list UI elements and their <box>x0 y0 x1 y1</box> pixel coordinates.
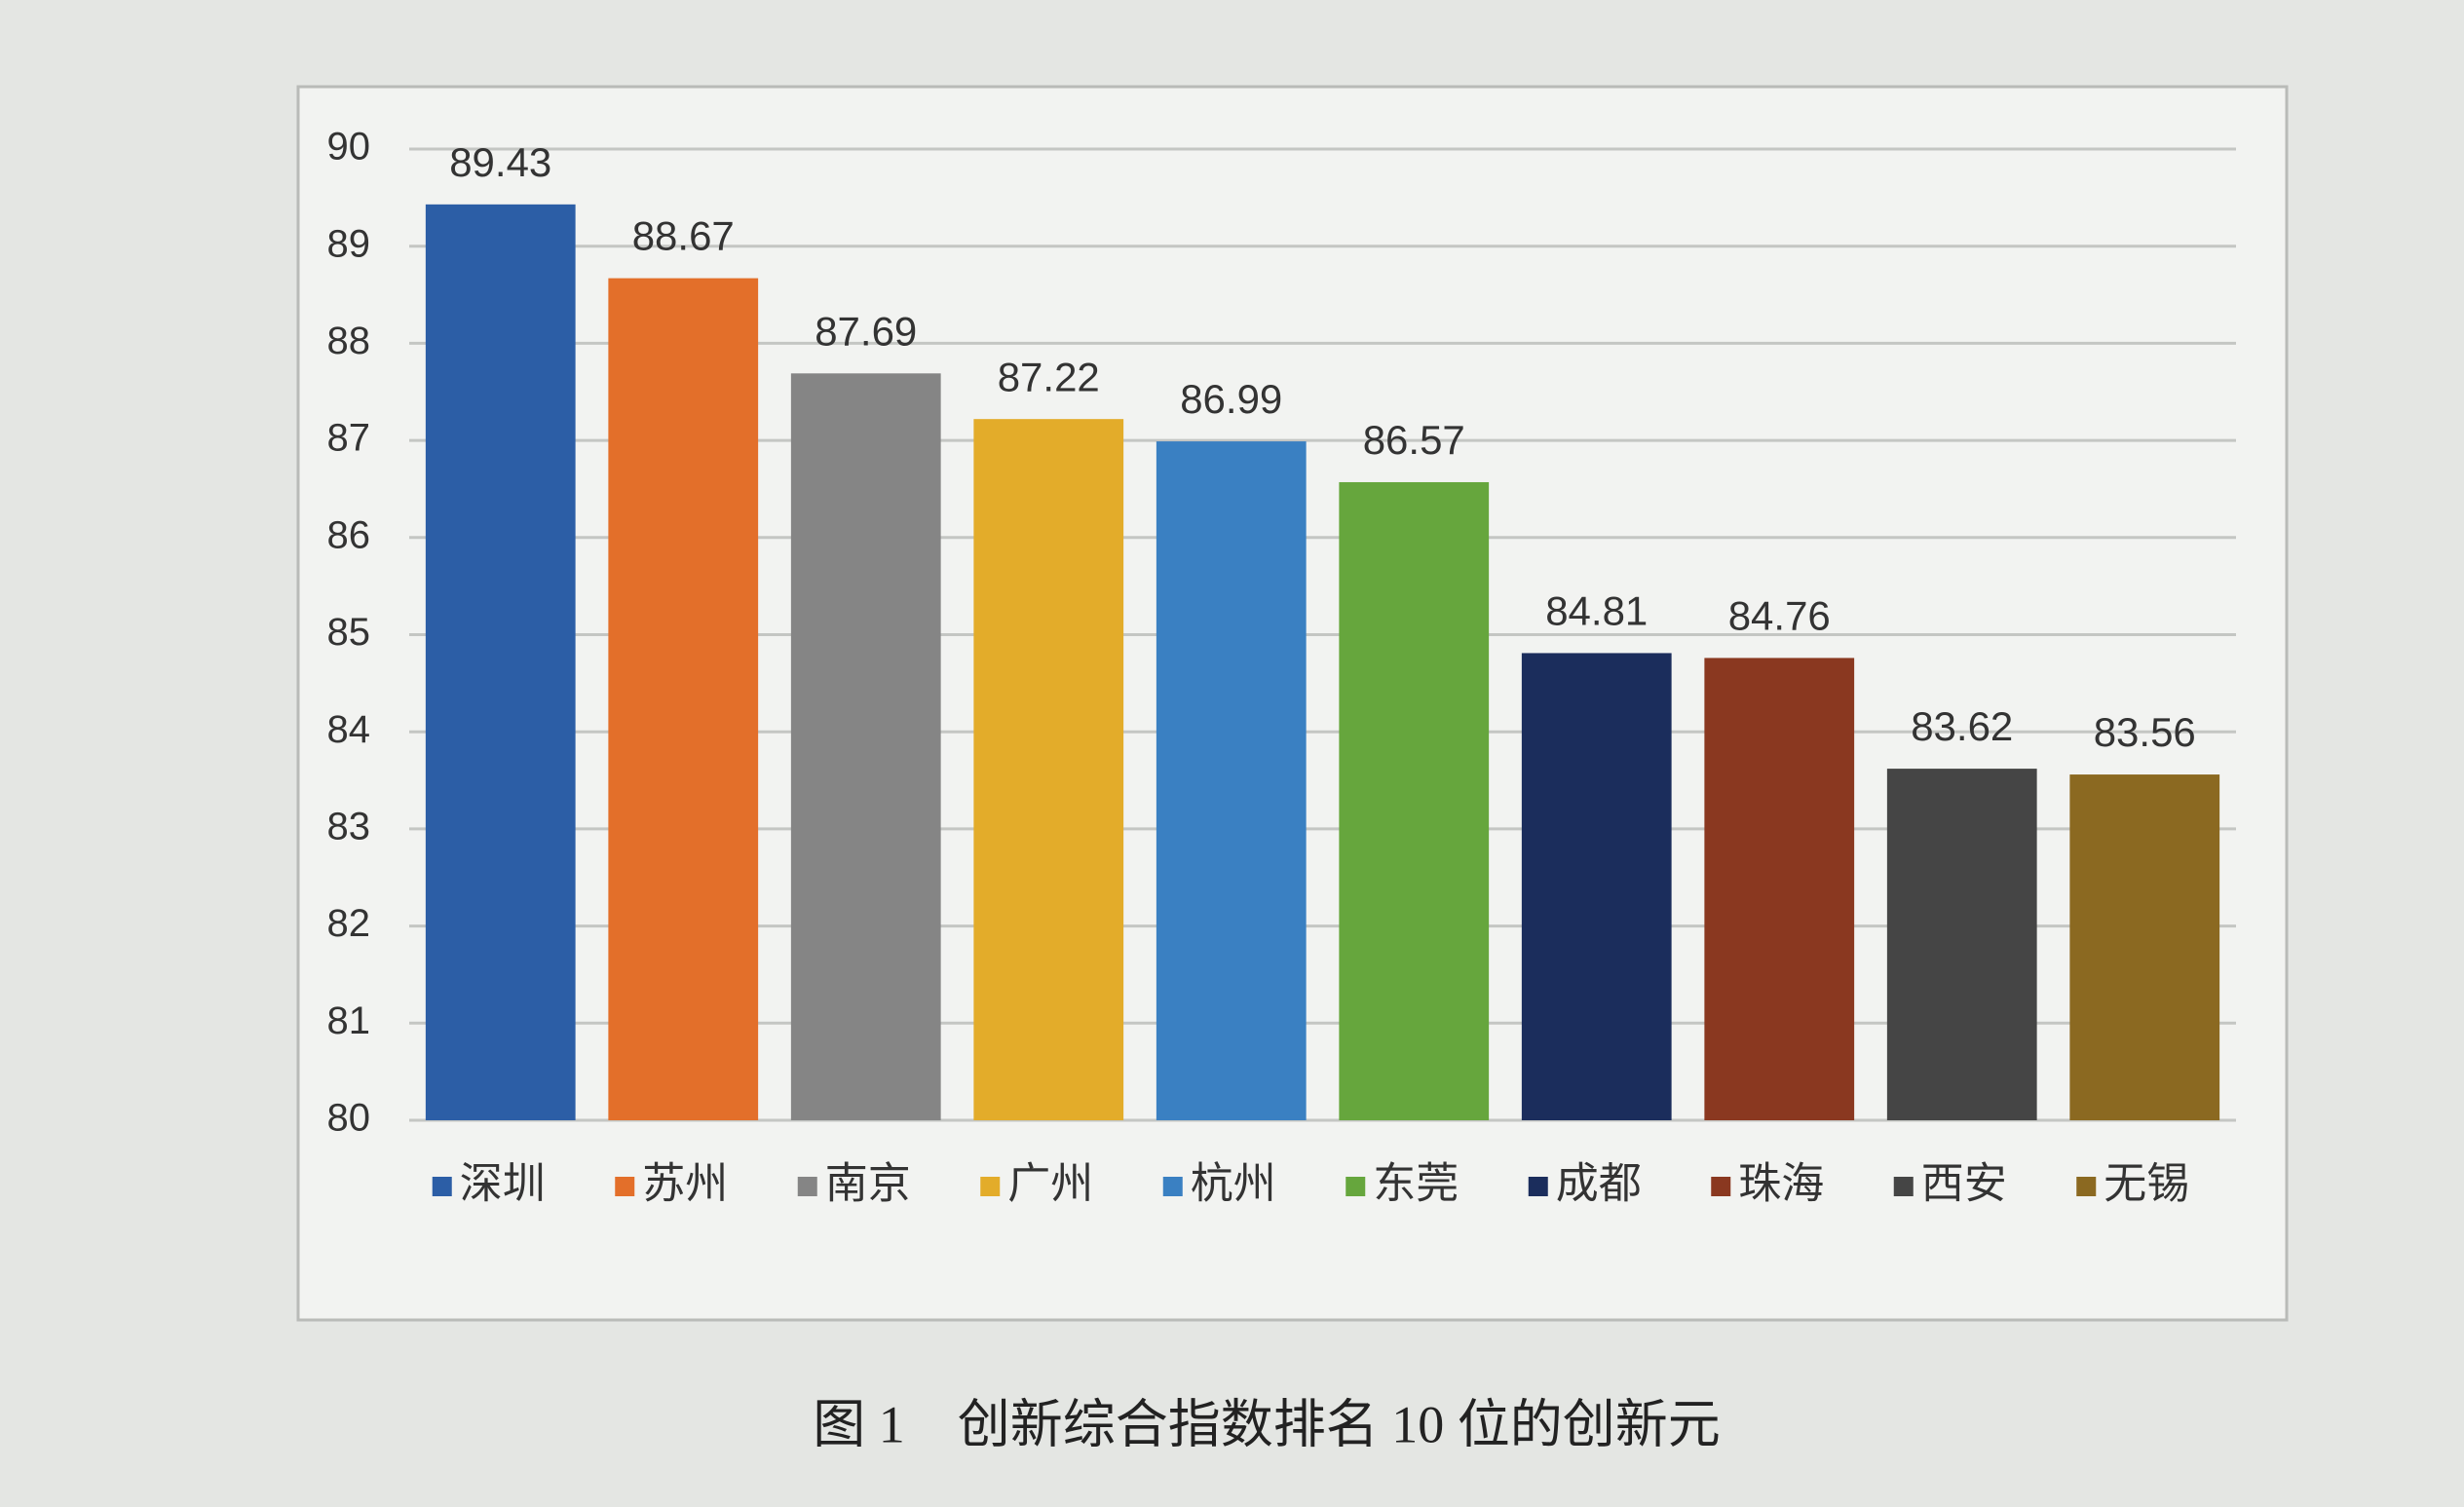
y-tick-label: 89 <box>327 222 371 265</box>
bar <box>425 204 576 1121</box>
bar <box>973 419 1124 1120</box>
value-label: 83.62 <box>1911 703 2013 749</box>
chart-title: 图 1 创新综合指数排名 10 位的创新元 <box>813 1395 1721 1453</box>
value-label: 87.69 <box>815 308 917 354</box>
legend-label: 东莞 <box>1373 1160 1459 1208</box>
bar <box>1886 769 2037 1120</box>
y-tick-label: 82 <box>327 902 371 945</box>
y-tick-label: 81 <box>327 999 371 1042</box>
y-tick-label: 85 <box>327 611 371 654</box>
y-tick-label: 84 <box>327 708 371 751</box>
value-label: 86.99 <box>1180 376 1282 422</box>
value-label: 86.57 <box>1363 417 1465 463</box>
legend-label: 广州 <box>1007 1160 1093 1208</box>
bar <box>1339 481 1490 1120</box>
bar <box>1156 441 1307 1120</box>
value-label: 88.67 <box>632 213 735 259</box>
legend-swatch <box>1162 1177 1183 1196</box>
value-label: 87.22 <box>998 354 1100 399</box>
legend-label: 深圳 <box>460 1160 546 1208</box>
value-label: 89.43 <box>449 139 551 185</box>
legend-swatch <box>1528 1177 1548 1196</box>
legend-swatch <box>1346 1177 1366 1196</box>
legend-swatch <box>432 1177 452 1196</box>
bar <box>1521 653 1672 1120</box>
legend-label: 苏州 <box>642 1160 728 1208</box>
legend-swatch <box>797 1177 817 1196</box>
legend-swatch <box>1893 1177 1914 1196</box>
bar <box>2069 774 2220 1120</box>
legend-swatch <box>615 1177 635 1196</box>
legend-label: 西安 <box>1921 1160 2007 1208</box>
bar <box>1704 658 1855 1120</box>
bar <box>608 278 759 1120</box>
y-tick-label: 80 <box>327 1097 371 1140</box>
value-label: 84.76 <box>1728 593 1831 639</box>
legend-swatch <box>1711 1177 1731 1196</box>
value-label: 83.56 <box>2094 709 2196 755</box>
y-tick-label: 83 <box>327 805 371 848</box>
y-tick-label: 87 <box>327 417 371 460</box>
y-tick-label: 90 <box>327 126 371 169</box>
y-tick-label: 88 <box>327 320 371 362</box>
legend-label: 南京 <box>825 1160 911 1208</box>
legend-label: 成都 <box>1556 1160 1642 1208</box>
legend-label: 珠海 <box>1738 1160 1824 1208</box>
legend-label: 无锡 <box>2104 1160 2189 1208</box>
legend-label: 杭州 <box>1191 1160 1276 1208</box>
y-tick-label: 86 <box>327 513 371 556</box>
value-label: 84.81 <box>1545 588 1648 634</box>
legend-swatch <box>980 1177 1001 1196</box>
bar <box>790 373 941 1120</box>
legend-swatch <box>2076 1177 2097 1196</box>
